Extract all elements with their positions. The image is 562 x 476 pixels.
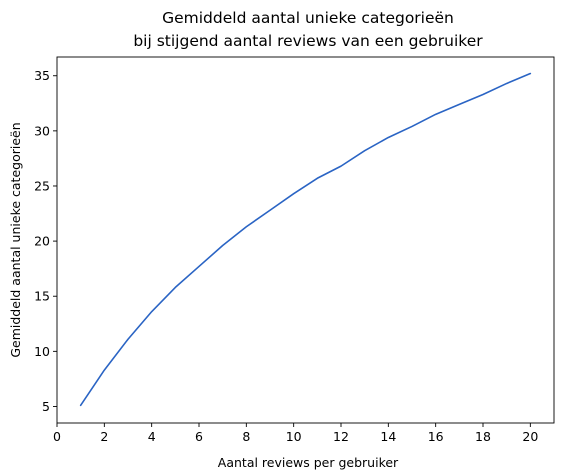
y-tick-label-5: 5 — [42, 399, 50, 414]
x-tick-label-2: 2 — [100, 429, 108, 444]
x-tick-label-6: 6 — [195, 429, 203, 444]
series-line-0 — [79, 72, 532, 407]
x-tick-label-0: 0 — [53, 429, 61, 444]
x-axis-label: Aantal reviews per gebruiker — [218, 455, 399, 470]
chart-title-line-2: bij stijgend aantal reviews van een gebr… — [133, 32, 483, 50]
plot-frame — [56, 56, 555, 424]
x-tick-label-10: 10 — [286, 429, 302, 444]
x-tick-label-12: 12 — [333, 429, 349, 444]
y-tick-label-20: 20 — [34, 234, 50, 249]
plot-area: 0 2 4 6 8 10 12 14 16 18 20 5 10 15 20 25 30 35 — [34, 56, 555, 444]
x-tick-label-16: 16 — [428, 429, 444, 444]
x-tick-label-20: 20 — [522, 429, 538, 444]
y-axis-label: Gemiddeld aantal unieke categorieën — [8, 122, 23, 357]
y-tick-label-15: 15 — [34, 289, 50, 304]
y-tick-label-30: 30 — [34, 123, 50, 138]
x-tick-label-14: 14 — [380, 429, 396, 444]
chart-title-line-1: Gemiddeld aantal unieke categorieën — [162, 9, 454, 27]
y-tick-label-10: 10 — [34, 344, 50, 359]
y-tick-label-25: 25 — [34, 178, 50, 193]
x-tick-label-4: 4 — [148, 429, 156, 444]
x-tick-label-8: 8 — [242, 429, 250, 444]
y-tick-label-35: 35 — [34, 68, 50, 83]
x-tick-label-18: 18 — [475, 429, 491, 444]
